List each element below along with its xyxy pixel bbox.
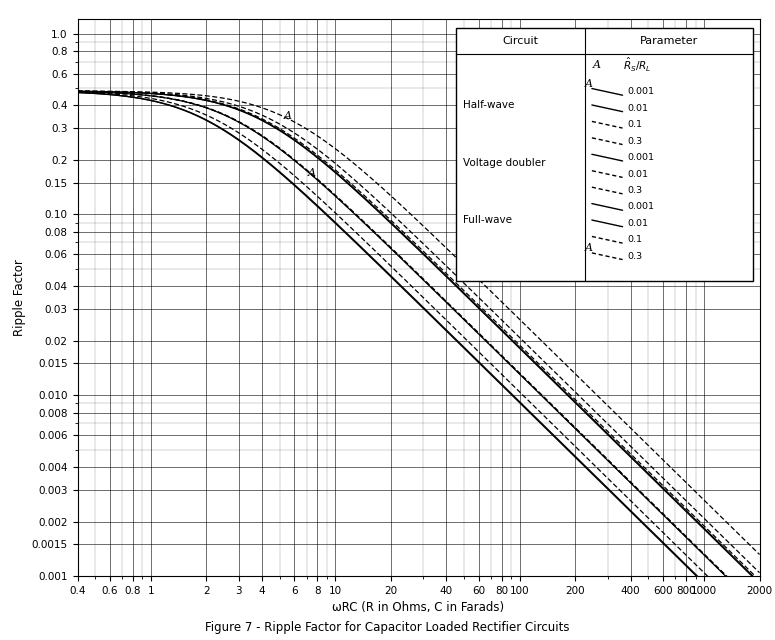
- Text: A: A: [584, 79, 592, 89]
- Text: A: A: [594, 60, 601, 70]
- Text: Voltage doubler: Voltage doubler: [463, 157, 546, 168]
- Text: Figure 7 - Ripple Factor for Capacitor Loaded Rectifier Circuits: Figure 7 - Ripple Factor for Capacitor L…: [205, 621, 570, 634]
- Text: 0.3: 0.3: [627, 252, 642, 260]
- Text: 0.3: 0.3: [627, 186, 642, 195]
- Text: A: A: [284, 111, 291, 121]
- Text: 0.01: 0.01: [627, 104, 649, 113]
- Y-axis label: Ripple Factor: Ripple Factor: [13, 259, 26, 336]
- Text: A: A: [308, 168, 316, 177]
- Text: A: A: [584, 243, 592, 253]
- Text: 0.1: 0.1: [627, 120, 642, 129]
- Text: Full-wave: Full-wave: [463, 215, 512, 225]
- Text: 0.01: 0.01: [627, 219, 649, 228]
- Text: 0.01: 0.01: [627, 170, 649, 179]
- Text: 0.001: 0.001: [627, 88, 654, 97]
- Text: 0.001: 0.001: [627, 153, 654, 162]
- Text: Half-wave: Half-wave: [463, 100, 514, 110]
- X-axis label: ωRC (R in Ohms, C in Farads): ωRC (R in Ohms, C in Farads): [332, 601, 505, 614]
- Text: 0.3: 0.3: [627, 137, 642, 146]
- Bar: [456, 28, 753, 281]
- Text: 0.1: 0.1: [627, 236, 642, 244]
- Text: Parameter: Parameter: [639, 36, 698, 46]
- Text: Circuit: Circuit: [502, 36, 539, 46]
- Text: 0.001: 0.001: [627, 202, 654, 211]
- Text: $\hat{R}_S/R_L$: $\hat{R}_S/R_L$: [622, 56, 651, 74]
